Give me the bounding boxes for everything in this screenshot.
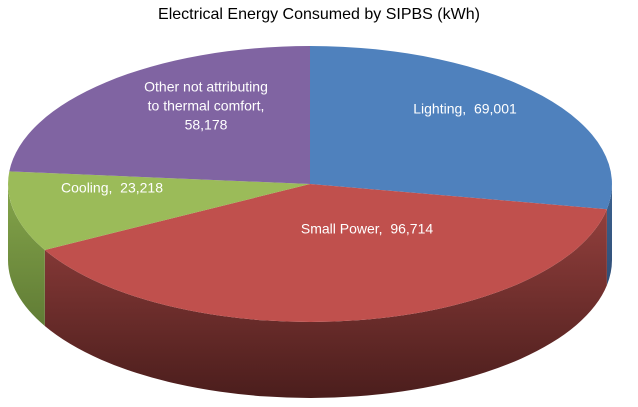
pie-slice-wall-cooling — [8, 184, 45, 326]
slice-label-line: to thermal comfort, — [147, 97, 265, 114]
slice-label-line: Small Power, 96,714 — [300, 220, 434, 237]
pie-top-faces — [8, 46, 612, 322]
pie-slice-other-not-attributing-to-thermal-comfort[interactable] — [9, 46, 311, 184]
pie-side-walls — [8, 184, 612, 398]
pie-slice-lighting[interactable] — [310, 46, 612, 210]
pie-slice-wall-small-power — [44, 209, 607, 398]
slice-label-cooling: Cooling, 23,218 — [61, 179, 163, 198]
pie-slice-small-power[interactable] — [44, 184, 607, 322]
slice-label-line: 58,178 — [184, 116, 228, 133]
slice-label-small-power: Small Power, 96,714 — [301, 220, 433, 239]
slice-label-line: Cooling, 23,218 — [61, 179, 163, 196]
pie-slice-cooling[interactable] — [8, 171, 311, 250]
slice-label-line: Other not attributing — [144, 78, 268, 95]
slice-label-other-not-attributing-to-thermal-comfort: Other not attributing to thermal comfort,… — [144, 78, 268, 135]
pie-slice-wall-lighting — [606, 184, 612, 286]
chart-title: Electrical Energy Consumed by SIPBS (kWh… — [158, 6, 480, 23]
slice-label-lighting: Lighting, 69,001 — [413, 100, 517, 119]
slice-label-line: Lighting, 69,001 — [413, 100, 517, 117]
